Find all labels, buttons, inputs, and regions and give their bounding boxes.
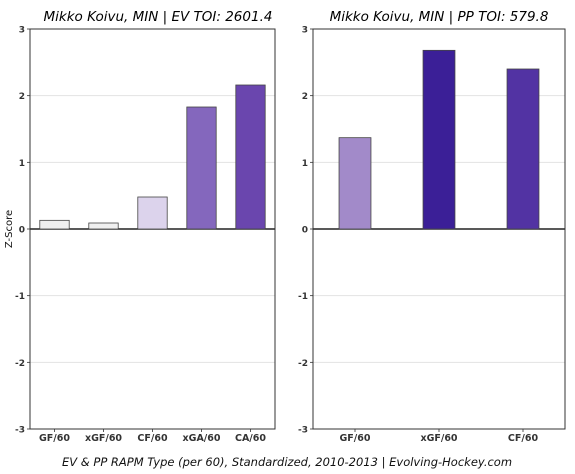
y-tick-label: -2	[298, 359, 308, 369]
y-tick-label: -3	[15, 426, 25, 436]
y-tick-label: 1	[19, 159, 25, 169]
x-tick-label: CF/60	[137, 433, 168, 444]
bar-cf-per-60	[506, 68, 540, 230]
x-tick-label: GF/60	[340, 433, 371, 444]
bar-xgf-per-60	[88, 222, 119, 230]
y-tick-label: 3	[19, 26, 25, 36]
plot-frame	[29, 28, 276, 430]
y-tick-label: 0	[19, 226, 25, 236]
bar-gf-per-60	[39, 219, 70, 230]
figure-footer: EV & PP RAPM Type (per 60), Standardized…	[62, 455, 512, 469]
y-tick-label: -3	[298, 426, 308, 436]
chart-title: Mikko Koivu, MIN | PP TOI: 579.8	[330, 9, 549, 25]
bar-ca-per-60	[235, 84, 266, 230]
plot-frame	[312, 28, 566, 430]
y-tick-label: 1	[302, 159, 308, 169]
y-tick-label: -1	[15, 292, 25, 302]
x-tick-label: xGA/60	[183, 433, 221, 444]
bar-cf-per-60	[137, 196, 168, 230]
x-tick-label: GF/60	[39, 433, 70, 444]
y-tick-label: 3	[302, 26, 308, 36]
y-tick-label: 2	[19, 92, 25, 102]
y-tick-label: -2	[15, 359, 25, 369]
y-tick-label: -1	[298, 292, 308, 302]
chart-panel-1: Mikko Koivu, MIN | EV TOI: 2601.4 -3 -2 -1 0…	[4, 9, 276, 444]
y-axis-label: Z-Score	[4, 210, 15, 248]
y-tick-label: 2	[302, 92, 308, 102]
x-tick-label: CF/60	[508, 433, 539, 444]
x-tick-label: xGF/60	[85, 433, 122, 444]
x-tick-label: CA/60	[235, 433, 266, 444]
y-tick-label: 0	[302, 226, 308, 236]
bar-xga-per-60	[186, 106, 217, 230]
bar-gf-per-60	[338, 137, 372, 230]
bar-xgf-per-60	[422, 49, 456, 230]
chart-panel-2: Mikko Koivu, MIN | PP TOI: 579.8 -3 -2 -1 0 1…	[298, 9, 566, 444]
x-tick-label: xGF/60	[420, 433, 457, 444]
chart-title: Mikko Koivu, MIN | EV TOI: 2601.4	[44, 9, 273, 25]
